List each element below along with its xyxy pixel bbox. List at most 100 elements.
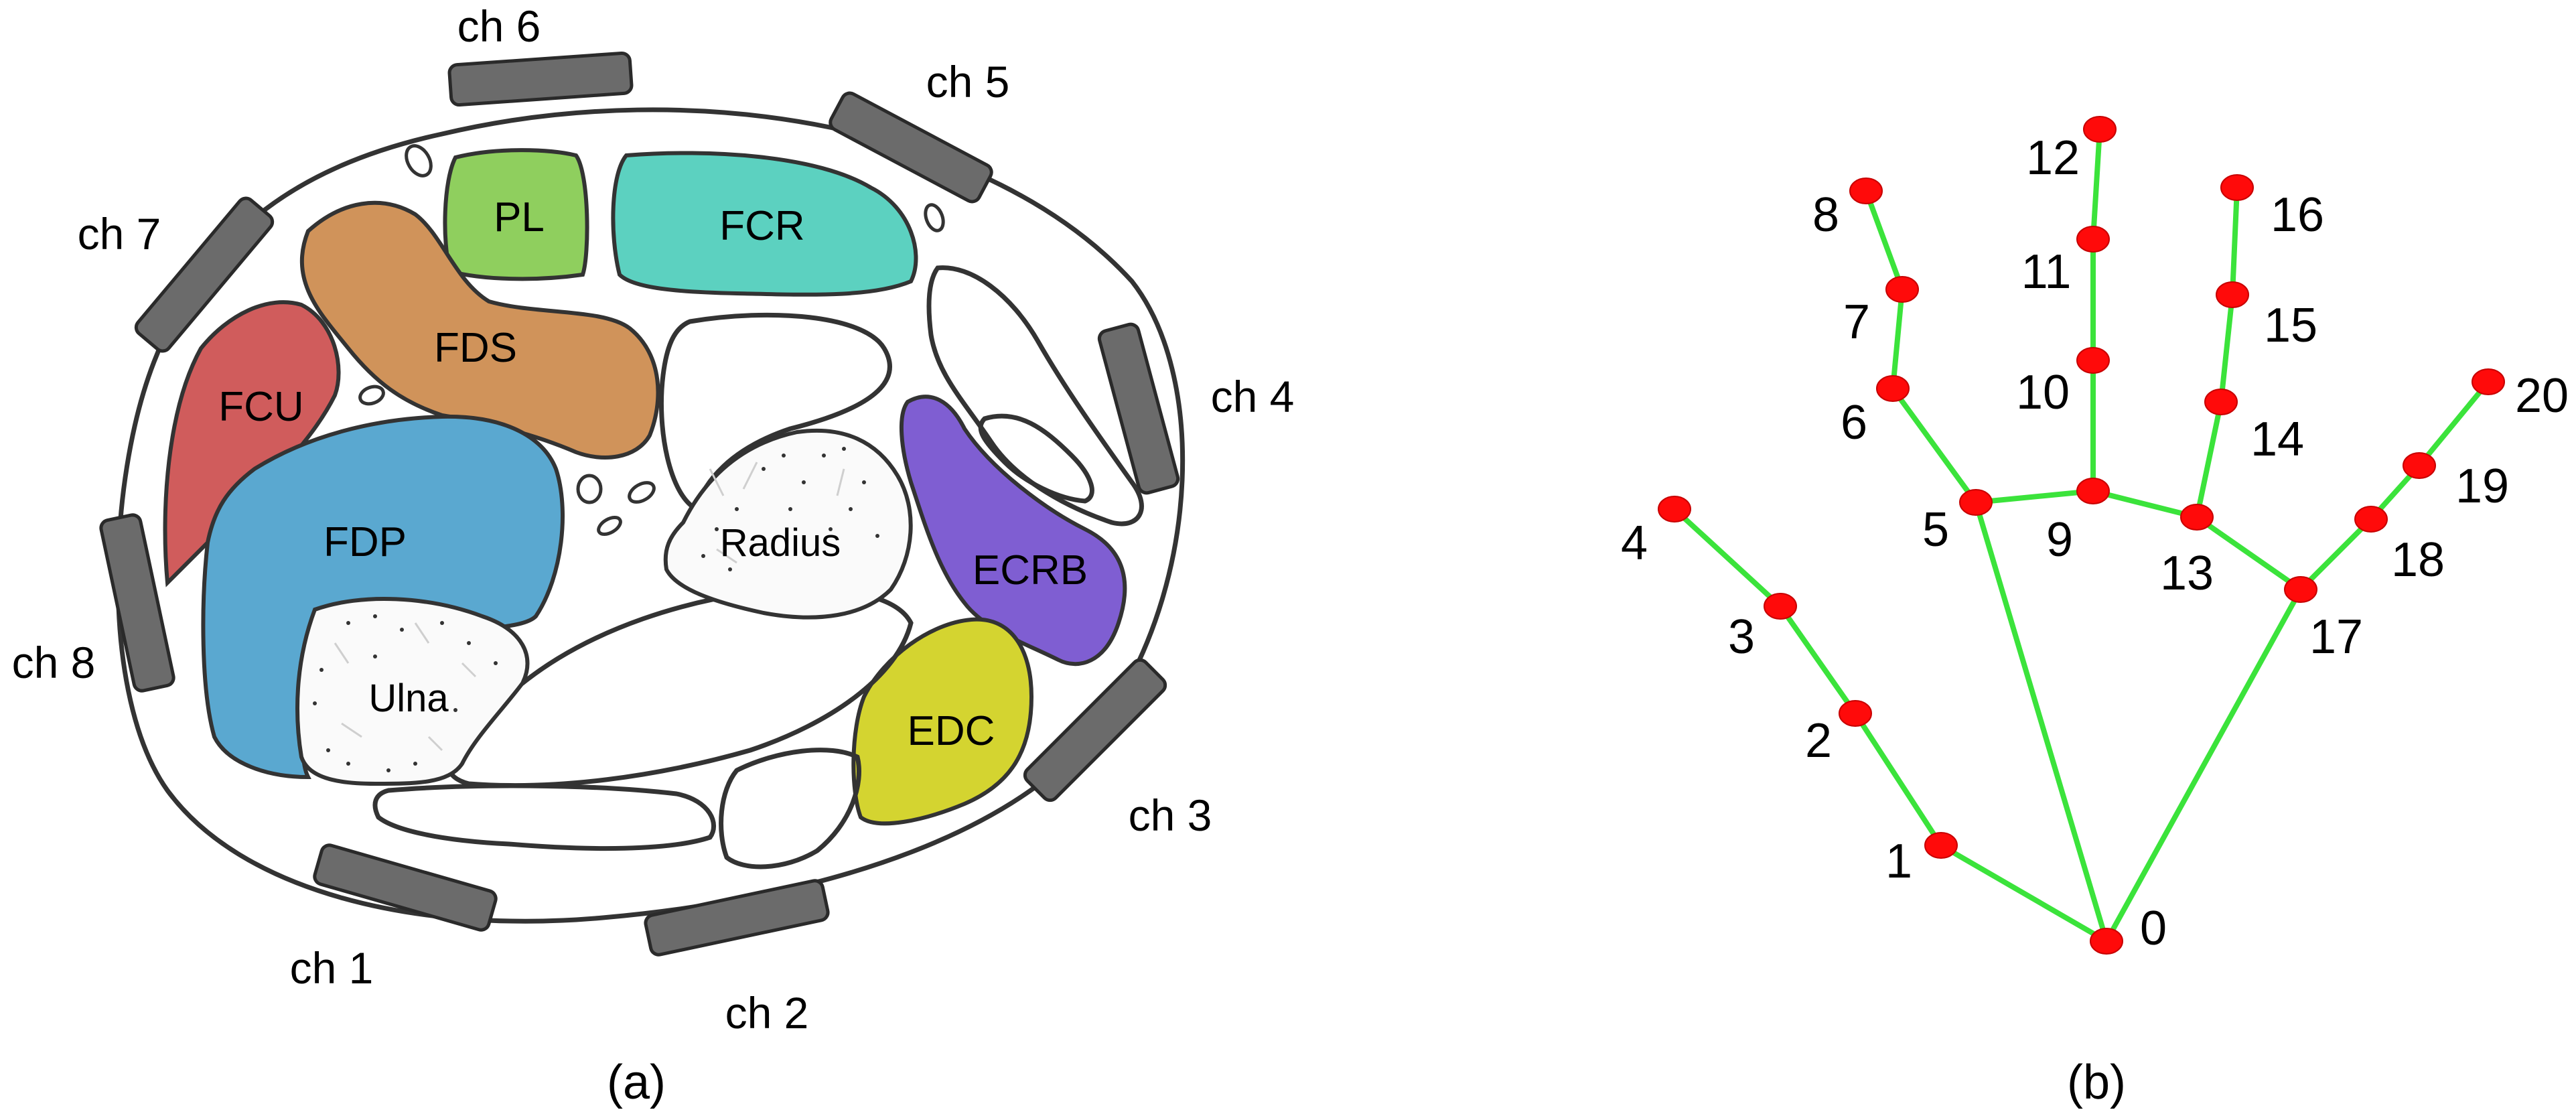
compartment-right-upper (926, 265, 1144, 527)
keypoint-label-5: 5 (1922, 503, 1949, 557)
keypoint-label-0: 0 (2140, 902, 2167, 955)
muscle-label-fds: FDS (434, 325, 517, 371)
keypoint-7 (1885, 276, 1919, 303)
keypoint-label-1: 1 (1885, 835, 1912, 888)
muscle-fds (299, 200, 660, 460)
radius-texture (701, 447, 879, 571)
hand-edge-11-12 (2090, 127, 2102, 242)
channel-label-ch1: ch 1 (290, 943, 374, 993)
keypoint-label-11: 11 (2021, 245, 2072, 299)
keypoint-12 (2083, 116, 2117, 143)
compartment-bottom-mid (719, 748, 861, 869)
keypoint-label-4: 4 (1621, 516, 1648, 570)
hand-edge-0-17 (2104, 587, 2303, 944)
keypoint-label-9: 9 (2046, 513, 2073, 567)
hand-edge-1-2 (1853, 711, 1944, 848)
muscle-pl (443, 148, 589, 281)
hand-edge-0-5 (1973, 500, 2109, 944)
channel-label-ch3: ch 3 (1129, 790, 1212, 840)
bone-label-ulna: Ulna (368, 677, 449, 720)
hand-edge-15-16 (2230, 185, 2240, 297)
keypoint-16 (2220, 174, 2254, 201)
muscle-label-fcu: FCU (218, 384, 303, 430)
hand-edge-0-1 (1938, 843, 2109, 944)
ulna-bone (295, 597, 530, 786)
hand-edge-17-18 (2298, 516, 2374, 592)
muscle-fcr (611, 151, 918, 297)
keypoint-2 (1839, 700, 1872, 727)
muscle-label-pl: PL (494, 194, 545, 240)
channel-label-ch8: ch 8 (12, 638, 96, 687)
muscle-label-ecrb: ECRB (973, 547, 1088, 594)
vessel (628, 481, 656, 504)
vessel (597, 516, 622, 536)
keypoint-6 (1876, 375, 1910, 402)
keypoint-9 (2076, 478, 2110, 504)
hand-edge-7-8 (1863, 188, 1905, 292)
hand-edge-5-6 (1890, 386, 1979, 505)
hand-edge-2-3 (1778, 604, 1858, 716)
keypoint-label-20: 20 (2515, 369, 2569, 423)
keypoint-5 (1959, 489, 1993, 516)
keypoint-label-13: 13 (2160, 547, 2214, 600)
keypoint-11 (2076, 226, 2110, 253)
electrode-ch3 (1023, 658, 1167, 803)
radius-bone (663, 428, 913, 620)
keypoint-0 (2090, 928, 2123, 955)
hand-edge-13-17 (2194, 514, 2303, 592)
keypoint-4 (1658, 496, 1691, 522)
keypoint-label-12: 12 (2026, 131, 2080, 185)
compartment-right-inner (978, 413, 1094, 504)
electrode-ch1 (313, 843, 498, 932)
vessel (405, 144, 433, 178)
keypoint-label-19: 19 (2455, 460, 2509, 513)
keypoint-label-2: 2 (1805, 714, 1832, 768)
hand-keypoints (1658, 116, 2505, 955)
keypoint-label-10: 10 (2016, 366, 2070, 419)
compartment-bottom-left (372, 783, 716, 851)
channel-label-ch7: ch 7 (78, 209, 161, 259)
hand-edges (1672, 127, 2491, 944)
keypoint-3 (1764, 593, 1797, 620)
panel-a-forearm-cross-section: ch 6 ch 5 ch 7 ch 4 ch 8 ch 3 ch 1 ch 2 … (12, 1, 1295, 1109)
vessel (358, 385, 385, 406)
keypoint-label-16: 16 (2271, 188, 2324, 242)
hand-edge-14-15 (2218, 292, 2235, 405)
keypoint-18 (2354, 506, 2388, 533)
electrode-ch7 (134, 196, 275, 353)
electrode-ch4 (1097, 322, 1180, 495)
keypoint-1 (1924, 832, 1958, 859)
muscle-label-fcr: FCR (719, 203, 804, 249)
hand-edge-3-4 (1672, 506, 1783, 609)
keypoint-14 (2204, 389, 2238, 415)
ulna-texture (313, 614, 498, 772)
keypoint-8 (1849, 178, 1883, 204)
bone-label-radius: Radius (720, 521, 841, 565)
hand-edge-5-9 (1973, 488, 2096, 505)
hand-edge-13-14 (2194, 399, 2224, 520)
keypoint-label-15: 15 (2264, 299, 2317, 352)
electrode-ch6 (447, 51, 634, 107)
keypoint-15 (2216, 281, 2249, 308)
hand-edge-19-20 (2417, 379, 2491, 468)
keypoint-20 (2472, 368, 2505, 395)
keypoint-label-14: 14 (2250, 413, 2304, 466)
channel-label-ch2: ch 2 (725, 988, 809, 1038)
keypoint-label-17: 17 (2309, 610, 2363, 664)
keypoint-label-8: 8 (1812, 188, 1839, 242)
muscle-ecrb (899, 395, 1127, 667)
channel-label-ch5: ch 5 (926, 57, 1010, 107)
keypoint-13 (2180, 504, 2214, 531)
keypoint-label-3: 3 (1728, 610, 1755, 664)
vessel (924, 203, 945, 232)
electrode-ch8 (99, 513, 175, 693)
keypoint-19 (2403, 452, 2436, 479)
muscle-label-edc: EDC (908, 708, 995, 754)
caption-b: (b) (2067, 1056, 2126, 1109)
compartment-central-upper (658, 312, 892, 513)
muscle-edc (851, 617, 1034, 826)
electrode-ch2 (644, 879, 830, 957)
